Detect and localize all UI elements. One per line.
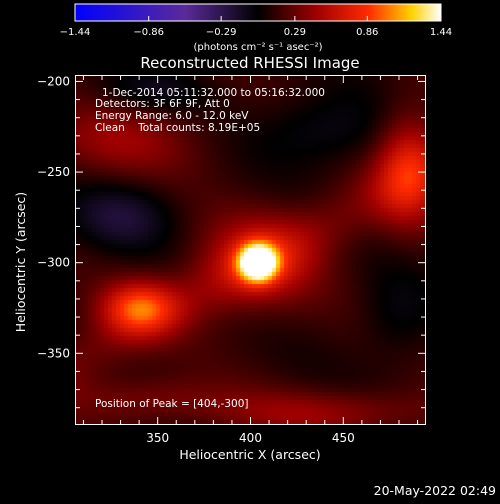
colorbar-ticks: −1.44 −0.86 −0.29 0.29 0.86 1.44 <box>60 16 452 38</box>
x-tick-label: 350 <box>146 431 169 445</box>
colorbar-tick-label: 0.29 <box>284 27 306 38</box>
x-tick-label: 450 <box>332 431 355 445</box>
heatmap-image <box>76 76 425 424</box>
y-tick-label: −200 <box>37 74 70 88</box>
info-line-time: 1-Dec-2014 05:11:32.000 to 05:16:32.000 <box>102 87 325 99</box>
y-tick-label: −350 <box>37 346 70 360</box>
heatmap-image-container <box>76 76 425 424</box>
colorbar-unit-label: (photons cm⁻² s⁻¹ asec⁻²) <box>193 42 322 53</box>
colorbar-gradient <box>74 3 442 22</box>
colorbar: −1.44 −0.86 −0.29 0.29 0.86 1.44 (photons cm⁻… <box>60 3 452 53</box>
peak-position-label: Position of Peak = [404,-300] <box>95 398 249 410</box>
x-tick-label: 400 <box>239 431 262 445</box>
info-line-detectors: Detectors: 3F 6F 9F, Att 0 <box>95 98 230 110</box>
chart-title: Reconstructed RHESSI Image <box>140 54 359 72</box>
colorbar-tick-label: −0.86 <box>133 27 164 38</box>
timestamp: 20-May-2022 02:49 <box>374 483 496 498</box>
x-axis-label: Heliocentric X (arcsec) <box>179 447 320 462</box>
colorbar-tick-label: −0.29 <box>206 27 237 38</box>
y-tick-label: −300 <box>37 256 70 270</box>
colorbar-tick-label: −1.44 <box>60 27 91 38</box>
info-line-clean: Clean Total counts: 8.19E+05 <box>95 122 260 134</box>
plot-frame <box>75 75 426 425</box>
axis-ticks: 350 400 450 −200 −250 −300 −350 <box>37 74 425 445</box>
info-line-energy: Energy Range: 6.0 - 12.0 keV <box>95 110 249 122</box>
observation-info: 1-Dec-2014 05:11:32.000 to 05:16:32.000 … <box>95 87 325 134</box>
y-tick-label: −250 <box>37 165 70 179</box>
colorbar-tick-label: 0.86 <box>356 27 378 38</box>
colorbar-tick-label: 1.44 <box>430 27 452 38</box>
y-axis-label: Heliocentric Y (arcsec) <box>13 192 28 332</box>
